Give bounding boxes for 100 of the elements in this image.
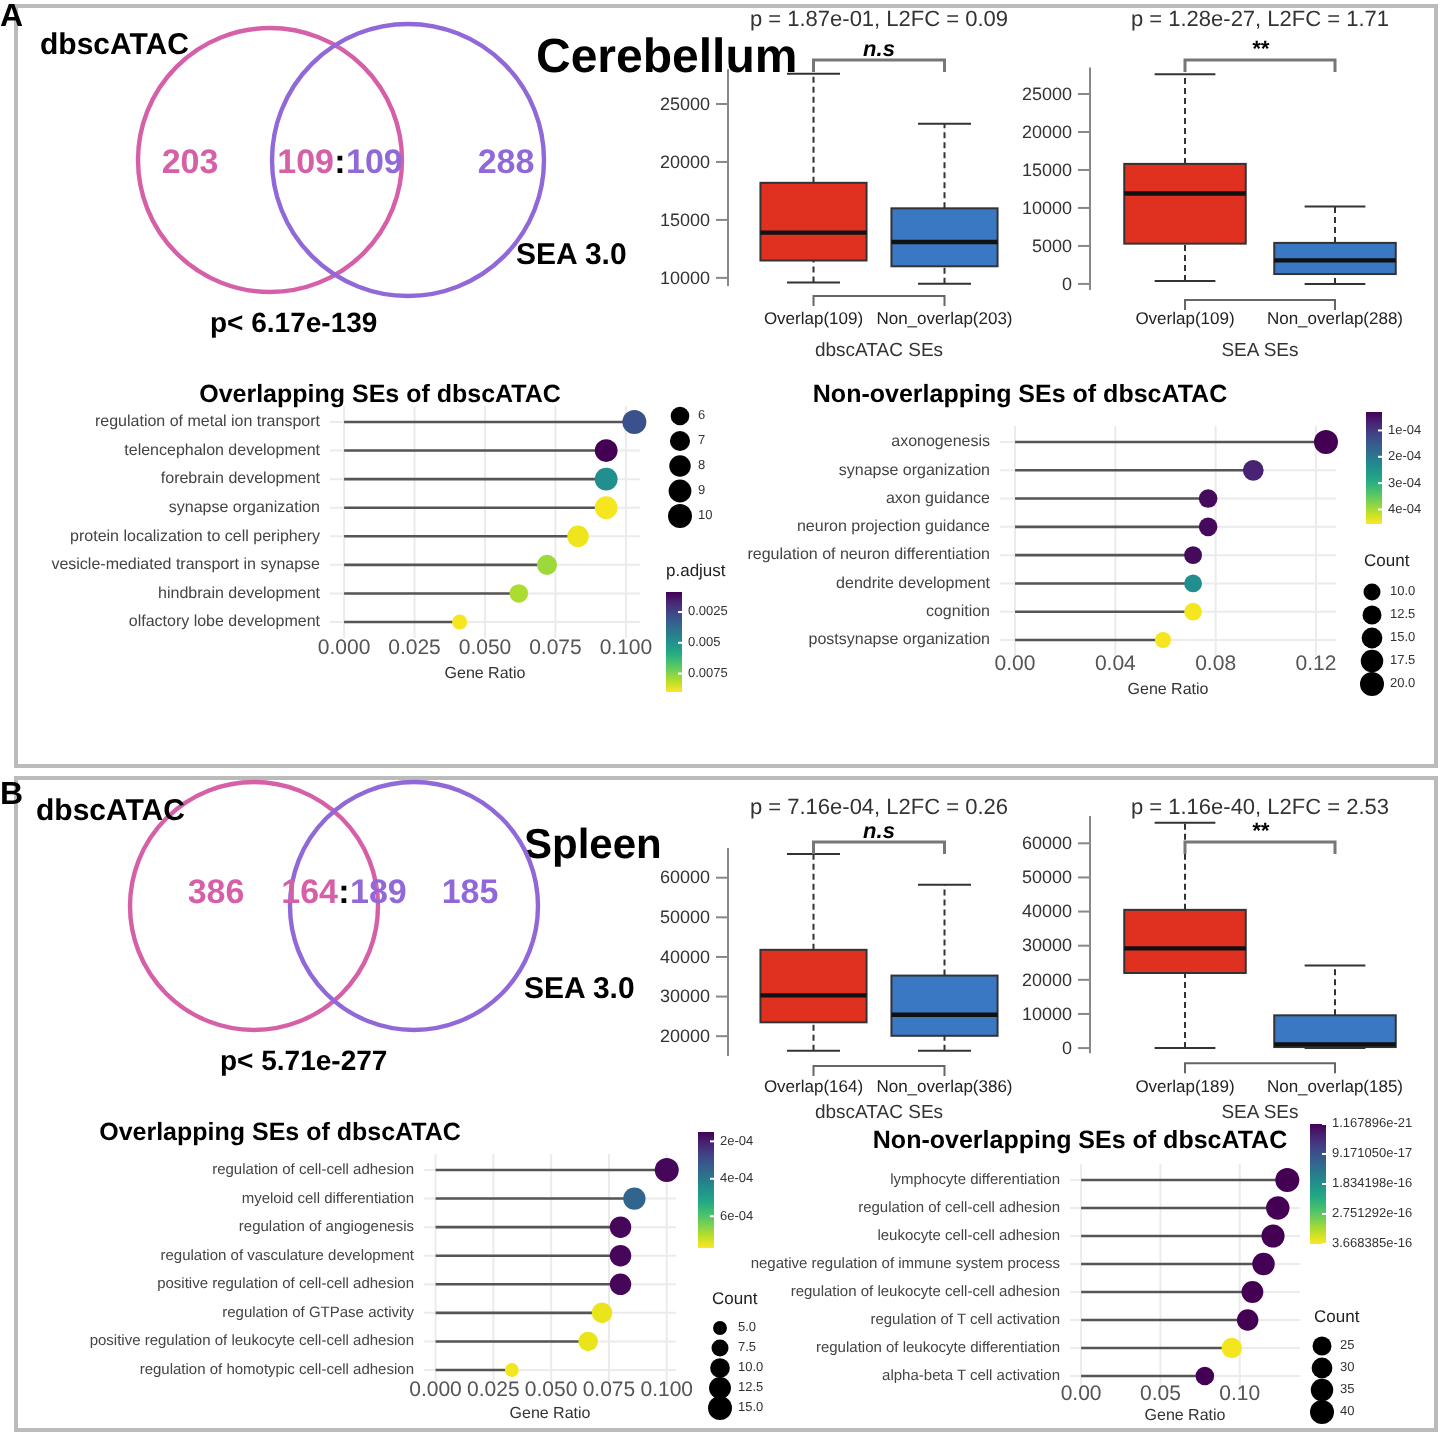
- x-tick-label: 0.100: [599, 636, 653, 660]
- point: [1275, 1168, 1300, 1192]
- x-axis-title: Gene Ratio: [1144, 1406, 1227, 1424]
- chart-title: p = 1.28e-27, L2FC = 1.71: [1130, 8, 1390, 32]
- annotation: **: [1251, 820, 1270, 844]
- point: [609, 1244, 632, 1267]
- y-tick-label: synapse organization: [838, 460, 990, 479]
- y-tick-label: regulation of metal ion transport: [94, 412, 322, 431]
- point: [591, 1302, 613, 1324]
- x-tick-label: 0.075: [582, 1378, 636, 1402]
- x-tick-label: 0.025: [388, 636, 442, 660]
- legend-title: Count: [712, 1288, 759, 1308]
- chart-title: Non-overlapping SEs of dbscATAC: [812, 380, 1228, 408]
- x-tick-label: 0.050: [458, 636, 512, 660]
- x-axis-title: dbscATAC SEs: [814, 340, 944, 362]
- text: 386: [187, 872, 245, 911]
- chart-title: p = 1.16e-40, L2FC = 2.53: [1130, 796, 1390, 820]
- y-tick-label: 50000: [659, 907, 710, 928]
- y-tick-label: 20000: [1021, 121, 1072, 142]
- chart-title: Overlapping SEs of dbscATAC: [99, 1118, 461, 1146]
- y-tick-label: 20000: [659, 151, 710, 172]
- y-tick-label: 30000: [659, 986, 710, 1007]
- x-axis-title: SEA SEs: [1221, 1102, 1300, 1124]
- text: 109: [277, 142, 334, 181]
- chart-title: Non-overlapping SEs of dbscATAC: [872, 1126, 1288, 1154]
- y-tick-label: hindbrain development: [158, 583, 322, 602]
- point: [1242, 459, 1264, 481]
- x-axis-title: dbscATAC SEs: [814, 1102, 944, 1124]
- point: [1266, 1196, 1290, 1220]
- y-tick-label: forebrain development: [160, 469, 322, 488]
- category-label: dbscATAC: [40, 28, 190, 62]
- y-tick-label: olfactory lobe development: [128, 612, 322, 631]
- y-tick-label: neuron projection guidance: [796, 517, 992, 536]
- point: [536, 554, 558, 575]
- x-tick-label: Non_overlap(203): [876, 308, 1013, 328]
- text: :: [338, 872, 350, 911]
- y-tick-label: 10000: [1021, 197, 1072, 218]
- x-tick-label: 0.000: [317, 636, 371, 660]
- text: 288: [477, 142, 535, 181]
- text: 185: [441, 872, 499, 911]
- x-tick-label: 0.075: [529, 636, 583, 660]
- y-tick-label: postsynapse organization: [808, 630, 990, 649]
- x-tick-label: 0.050: [524, 1378, 578, 1402]
- y-tick-label: protein localization to cell periphery: [70, 526, 320, 545]
- y-tick-label: 25000: [1021, 83, 1072, 104]
- text: Cerebellum: [536, 30, 798, 84]
- point: [1236, 1309, 1259, 1331]
- y-tick-label: 40000: [659, 946, 710, 967]
- y-tick-label: 5000: [1031, 235, 1072, 256]
- x-tick-label: 0.12: [1295, 652, 1337, 676]
- point: [1184, 546, 1202, 565]
- x-tick-label: Non_overlap(288): [1266, 308, 1404, 328]
- x-tick-label: Overlap(164): [763, 1076, 864, 1096]
- chart-title: p = 7.16e-04, L2FC = 0.26: [749, 796, 1009, 820]
- x-tick-label: Non_overlap(386): [876, 1076, 1013, 1096]
- y-tick-label: 25000: [659, 93, 710, 114]
- x-tick-label: 0.00: [1060, 1382, 1102, 1406]
- category-label: SEA 3.0: [516, 238, 627, 272]
- y-tick-label: 15000: [659, 209, 710, 230]
- legend-title: Count: [1314, 1306, 1361, 1326]
- category-label: SEA 3.0: [524, 972, 635, 1006]
- y-tick-label: 30000: [1021, 935, 1072, 956]
- y-tick-label: dendrite development: [836, 573, 992, 592]
- x-tick-label: 0.08: [1195, 652, 1237, 676]
- y-tick-label: vesicle-mediated transport in synapse: [51, 555, 322, 574]
- point: [1221, 1337, 1243, 1359]
- point: [622, 410, 647, 434]
- y-tick-label: 60000: [659, 867, 710, 888]
- x-axis-title: Gene Ratio: [509, 1404, 592, 1422]
- x-tick-label: 0.00: [994, 652, 1036, 676]
- legend-title: Count: [1364, 550, 1411, 570]
- text: A: [0, 0, 24, 34]
- y-tick-label: 0: [1061, 273, 1072, 294]
- x-tick-label: Non_overlap(185): [1266, 1076, 1404, 1096]
- x-tick-label: 0.10: [1219, 1382, 1261, 1406]
- y-tick-label: 20000: [1021, 969, 1072, 990]
- y-tick-label: 0: [1061, 1037, 1072, 1058]
- point: [1252, 1252, 1275, 1276]
- x-tick-label: Overlap(189): [1135, 1076, 1235, 1096]
- chart-title: p = 1.87e-01, L2FC = 0.09: [749, 8, 1009, 32]
- text: p< 6.17e-139: [210, 306, 378, 338]
- point: [1198, 489, 1218, 508]
- point: [623, 1187, 646, 1210]
- point: [609, 1216, 632, 1238]
- y-tick-label: 50000: [1021, 867, 1072, 888]
- point: [1195, 1366, 1215, 1386]
- point: [594, 467, 618, 491]
- text: n.s: [863, 38, 895, 62]
- x-axis-title: Gene Ratio: [444, 664, 527, 682]
- y-tick-label: axonogenesis: [891, 432, 990, 451]
- y-tick-label: 60000: [1021, 833, 1072, 854]
- y-tick-label: axon guidance: [885, 488, 992, 507]
- y-tick-label: 10000: [659, 267, 710, 288]
- point: [1261, 1224, 1285, 1248]
- x-tick-label: 0.100: [640, 1378, 694, 1402]
- y-tick-label: cognition: [925, 601, 990, 620]
- y-tick-label: 20000: [659, 1025, 710, 1046]
- point: [594, 439, 618, 462]
- text: **: [1251, 38, 1270, 62]
- x-tick-label: Overlap(109): [1135, 308, 1235, 328]
